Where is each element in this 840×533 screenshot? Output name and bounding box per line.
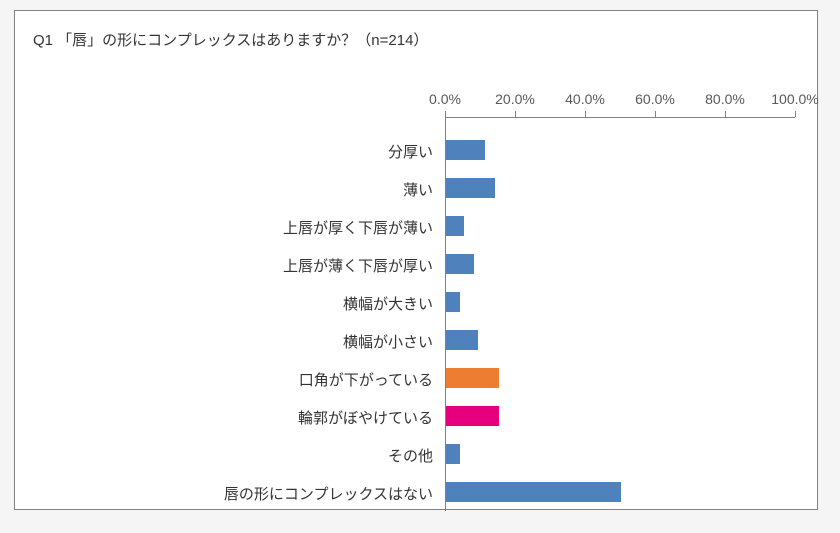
plot-area: 0.0% 20.0% 40.0% 60.0% 80.0% 100.0% 分厚い薄い上唇が厚く… bbox=[15, 11, 817, 509]
x-tick-label: 20.0% bbox=[495, 91, 535, 107]
bar bbox=[446, 178, 495, 198]
x-tick-label: 60.0% bbox=[635, 91, 675, 107]
category-label: 唇の形にコンプレックスはない bbox=[15, 483, 433, 504]
bar bbox=[446, 368, 499, 388]
category-label: 口角が下がっている bbox=[15, 369, 433, 390]
bar bbox=[446, 406, 499, 426]
category-label: 上唇が薄く下唇が厚い bbox=[15, 255, 433, 276]
category-label: 分厚い bbox=[15, 141, 433, 162]
bar bbox=[446, 292, 460, 312]
bar bbox=[446, 216, 464, 236]
category-label: 横幅が大きい bbox=[15, 293, 433, 314]
chart-frame: Q1 「唇」の形にコンプレックスはありますか？（n=214） 0.0%20.0%… bbox=[14, 10, 818, 510]
bar bbox=[446, 330, 478, 350]
x-tick-label: 40.0% bbox=[565, 91, 605, 107]
x-axis-line bbox=[445, 117, 795, 118]
category-label: 輪郭がぼやけている bbox=[15, 407, 433, 428]
category-label: 薄い bbox=[15, 179, 433, 200]
category-label: 上唇が厚く下唇が薄い bbox=[15, 217, 433, 238]
chart-canvas: Q1 「唇」の形にコンプレックスはありますか？（n=214） 0.0%20.0%… bbox=[0, 0, 840, 533]
bar bbox=[446, 254, 474, 274]
x-tick-label: 100.0% bbox=[771, 91, 818, 107]
x-tick-label: 0.0% bbox=[429, 91, 461, 107]
x-tick-label: 80.0% bbox=[705, 91, 745, 107]
bar bbox=[446, 444, 460, 464]
category-label: その他 bbox=[15, 445, 433, 466]
bar bbox=[446, 140, 485, 160]
bar bbox=[446, 482, 621, 502]
x-tick bbox=[795, 111, 796, 117]
category-label: 横幅が小さい bbox=[15, 331, 433, 352]
